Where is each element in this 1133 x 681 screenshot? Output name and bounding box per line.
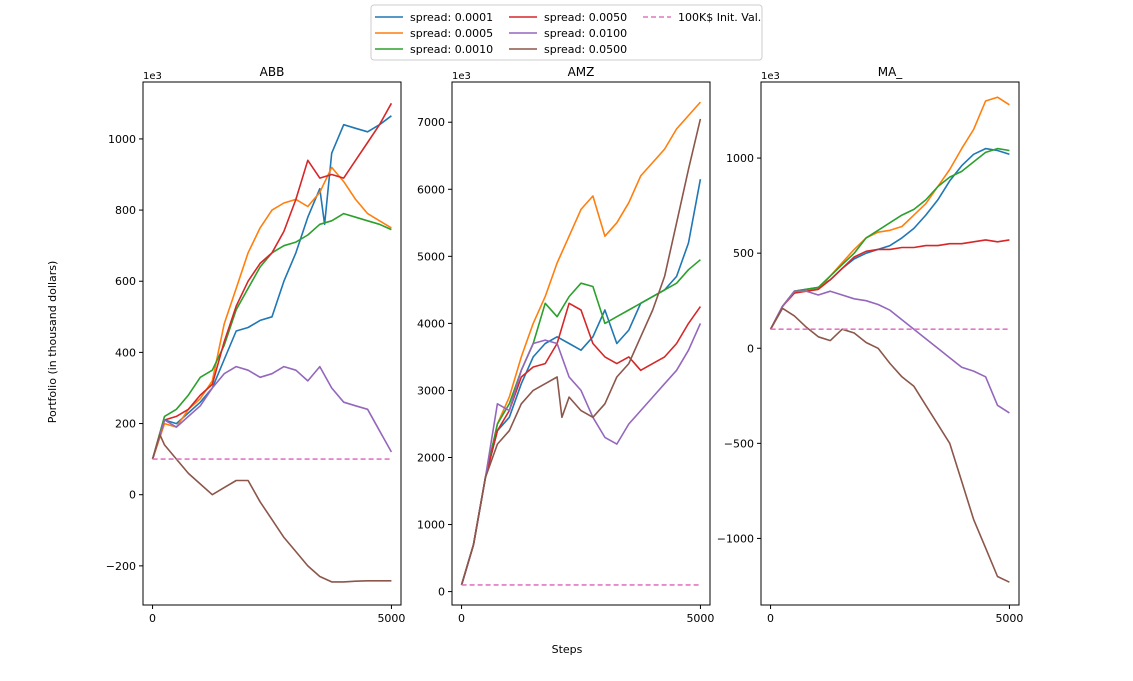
series-line-spread-0-0050 bbox=[151, 102, 393, 460]
series-line-spread-0-0100 bbox=[151, 365, 393, 460]
series-line-spread-0-0500 bbox=[151, 433, 392, 583]
legend-label: spread: 0.0500 bbox=[544, 43, 627, 56]
legend: spread: 0.0001 spread: 0.0005 spread: 0.00… bbox=[370, 4, 763, 61]
panel-amz: AMZ 1e3 0 1000 2000 3000 4000 5000 6000 7000 0 5000 bbox=[417, 65, 714, 625]
panel-title: MA_ bbox=[878, 65, 904, 79]
x-axis-label: Steps bbox=[552, 643, 583, 656]
y-offset-label: 1e3 bbox=[143, 71, 162, 82]
series-line-spread-0-0050 bbox=[460, 302, 702, 586]
legend-entry-spread-0-0010: spread: 0.0010 bbox=[375, 43, 493, 56]
y-tick-label: 500 bbox=[733, 247, 754, 260]
series-line-spread-0-0010 bbox=[769, 147, 1010, 330]
x-tick-label: 0 bbox=[149, 612, 156, 625]
panel-title: AMZ bbox=[568, 65, 595, 79]
y-tick-label: 2000 bbox=[417, 451, 445, 464]
series-group bbox=[460, 101, 702, 586]
y-tick-label: 400 bbox=[115, 346, 136, 359]
series-group bbox=[769, 96, 1010, 583]
x-tick-label: 0 bbox=[458, 612, 465, 625]
series-line-spread-0-0005 bbox=[460, 101, 701, 586]
y-tick-label: 5000 bbox=[417, 250, 445, 263]
legend-entry-100k-init-val: 100K$ Init. Val. bbox=[643, 11, 761, 24]
legend-entry-spread-0-0005: spread: 0.0005 bbox=[375, 27, 493, 40]
series-group bbox=[151, 102, 393, 583]
axes-frame bbox=[760, 81, 1020, 606]
series-line-spread-0-0050 bbox=[769, 239, 1010, 330]
x-tick-label: 5000 bbox=[377, 612, 405, 625]
y-offset-label: 1e3 bbox=[452, 71, 471, 82]
panel-ma: MA_ 1e3 −1000 −500 0 500 1000 0 5000 bbox=[717, 65, 1024, 625]
x-tick-label: 5000 bbox=[995, 612, 1023, 625]
y-tick-label: 7000 bbox=[417, 116, 445, 129]
y-tick-label: 1000 bbox=[417, 519, 445, 532]
x-tick-label: 0 bbox=[767, 612, 774, 625]
series-line-spread-0-0500 bbox=[460, 118, 702, 586]
series-line-spread-0-0100 bbox=[769, 290, 1010, 414]
y-tick-label: −500 bbox=[724, 437, 754, 450]
legend-label: spread: 0.0001 bbox=[410, 11, 493, 24]
series-line-spread-0-0100 bbox=[460, 323, 702, 586]
legend-label: 100K$ Init. Val. bbox=[678, 11, 761, 24]
y-tick-label: 4000 bbox=[417, 317, 445, 330]
y-tick-label: 200 bbox=[115, 418, 136, 431]
y-tick-label: 3000 bbox=[417, 384, 445, 397]
y-tick-label: 800 bbox=[115, 204, 136, 217]
y-axis-label: Portfolio (in thousand dollars) bbox=[46, 261, 59, 424]
y-tick-label: 1000 bbox=[108, 133, 136, 146]
legend-label: spread: 0.0010 bbox=[410, 43, 493, 56]
y-tick-label: −1000 bbox=[717, 532, 754, 545]
y-tick-label: 6000 bbox=[417, 183, 445, 196]
legend-entry-spread-0-0500: spread: 0.0500 bbox=[509, 43, 627, 56]
series-line-spread-0-0010 bbox=[460, 259, 701, 586]
panel-title: ABB bbox=[260, 65, 285, 79]
axes-frame bbox=[451, 81, 711, 606]
legend-label: spread: 0.0050 bbox=[544, 11, 627, 24]
legend-entry-spread-0-0050: spread: 0.0050 bbox=[509, 11, 627, 24]
y-tick-label: 0 bbox=[438, 586, 445, 599]
x-tick-label: 5000 bbox=[686, 612, 714, 625]
legend-frame bbox=[370, 4, 763, 61]
y-tick-label: 1000 bbox=[726, 152, 754, 165]
y-tick-label: 600 bbox=[115, 275, 136, 288]
series-line-spread-0-0500 bbox=[769, 307, 1010, 583]
legend-label: spread: 0.0100 bbox=[544, 27, 627, 40]
legend-entry-spread-0-0100: spread: 0.0100 bbox=[509, 27, 627, 40]
legend-label: spread: 0.0005 bbox=[410, 27, 493, 40]
legend-entry-spread-0-0001: spread: 0.0001 bbox=[375, 11, 493, 24]
y-offset-label: 1e3 bbox=[761, 71, 780, 82]
y-tick-label: −200 bbox=[106, 560, 136, 573]
axes-frame bbox=[142, 81, 402, 606]
y-tick-label: 0 bbox=[747, 342, 754, 355]
y-tick-label: 0 bbox=[129, 489, 136, 502]
panel-abb: ABB 1e3 −200 0 200 400 600 800 1000 0 5000 bbox=[106, 65, 406, 625]
series-line-spread-0-0001 bbox=[151, 115, 392, 460]
